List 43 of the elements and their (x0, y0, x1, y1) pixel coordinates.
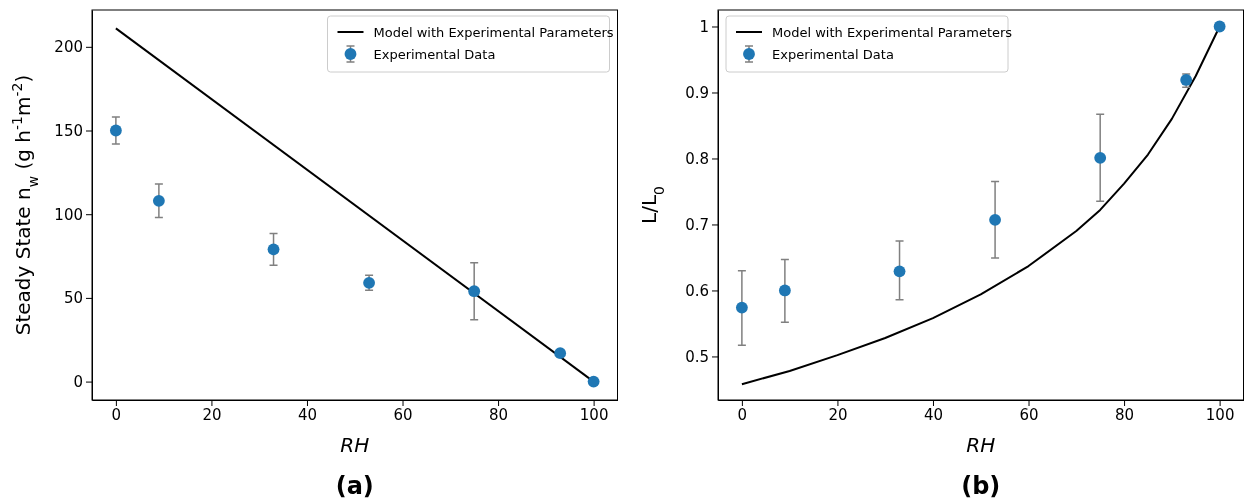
text: (a) (335, 472, 374, 500)
y-tick-label: 0.7 (684, 215, 709, 234)
x-tick-label: 0 (737, 405, 747, 424)
x-tick-label: 80 (1114, 405, 1134, 424)
text: (b) (960, 472, 1000, 500)
y-tick-label: 150 (54, 121, 83, 140)
point (468, 285, 481, 298)
y-tick-label: 100 (54, 205, 83, 224)
x-tick-label: 80 (489, 405, 509, 424)
x-tick-label: 40 (297, 405, 318, 424)
y-tick-label: 0.9 (684, 83, 709, 102)
point (735, 301, 748, 314)
point (109, 124, 122, 137)
x-tick-label: 20 (827, 405, 847, 424)
y-tick-label: 0.5 (684, 347, 709, 366)
point (267, 243, 280, 256)
legend-label: Model with Experimental Parameters (373, 24, 614, 40)
x-tick-label: 60 (1018, 405, 1039, 424)
point (988, 213, 1001, 226)
x-tick-label: 60 (393, 405, 413, 424)
x-axis-title: RH (340, 433, 370, 457)
y-tick-label: 200 (54, 38, 83, 57)
y-tick-label: 1 (698, 17, 709, 36)
point (1213, 20, 1226, 33)
legend-label: Model with Experimental Parameters (771, 24, 1012, 40)
point (587, 375, 600, 388)
y-tick-label: 0 (73, 372, 83, 391)
point (778, 284, 791, 297)
y-tick-label: 0.6 (684, 281, 709, 300)
point (1093, 151, 1106, 164)
legend-label: Experimental Data (373, 46, 496, 62)
x-axis-title: RH (965, 433, 995, 457)
legend-label: Experimental Data (771, 46, 894, 62)
point (554, 347, 567, 360)
x-tick-label: 20 (202, 405, 222, 424)
x-tick-label: 100 (1205, 405, 1234, 424)
x-tick-label: 100 (579, 405, 609, 424)
x-tick-label: 40 (923, 405, 943, 424)
point (893, 265, 905, 278)
x-tick-label: 0 (111, 405, 122, 424)
point (152, 194, 165, 207)
y-tick-label: 0.8 (684, 149, 709, 168)
y-tick-label: 50 (63, 289, 83, 308)
